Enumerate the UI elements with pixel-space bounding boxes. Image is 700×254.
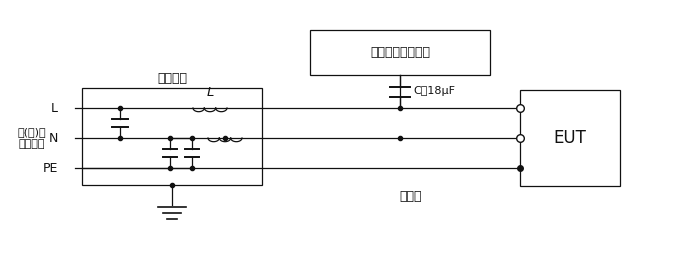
- Text: 参考地: 参考地: [400, 190, 422, 203]
- Text: 组合波信号发生器: 组合波信号发生器: [370, 46, 430, 59]
- Text: 交(直)流
供电网络: 交(直)流 供电网络: [18, 127, 46, 149]
- Text: N: N: [48, 132, 58, 145]
- Text: C＝18μF: C＝18μF: [413, 87, 455, 97]
- Text: EUT: EUT: [554, 129, 587, 147]
- Text: L: L: [206, 86, 214, 99]
- Text: PE: PE: [43, 162, 58, 174]
- Text: 去耦网络: 去耦网络: [157, 71, 187, 85]
- Text: L: L: [51, 102, 58, 115]
